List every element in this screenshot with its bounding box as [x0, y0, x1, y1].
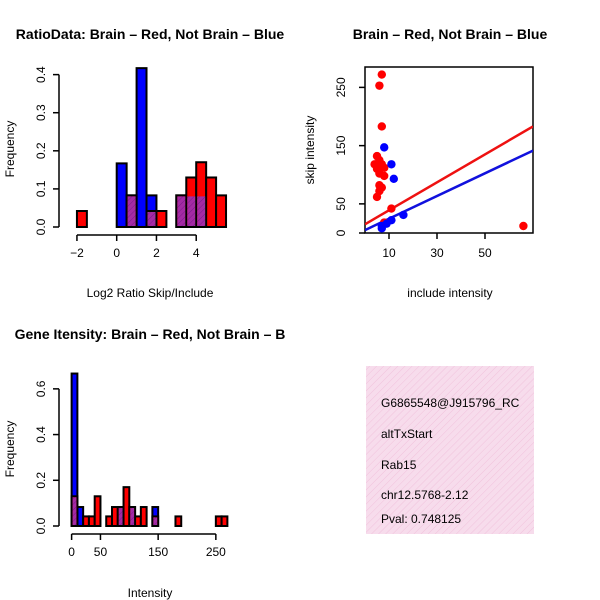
scatter-y-tick-label-0: 0	[334, 229, 348, 236]
scatter-y-tick-label-3: 250	[334, 77, 348, 97]
intensity-y-tick-label-0: 0.0	[34, 517, 48, 534]
scatter-x-tick-label-1: 30	[430, 246, 444, 260]
ratio-bar-overlap-5	[187, 196, 196, 226]
intensity-bar-brain-3	[93, 495, 102, 527]
ratio-x-tick-label-0: −2	[70, 246, 84, 260]
intensity-bar-overlap-0	[72, 497, 77, 525]
scatter-point-brain-2	[377, 122, 386, 131]
intensity-scatter-panel: Brain – Red, Not Brain – Blue 10 30 500501…	[303, 26, 547, 300]
intensity-histogram-ylabel: Frequency	[3, 421, 17, 478]
intensity-y-tick-label-1: 0.2	[34, 472, 48, 489]
ratio-x-tick-label-2: 2	[153, 246, 160, 260]
info-panel-background	[366, 366, 534, 534]
intensity-x-tick-label-1: 50	[94, 545, 108, 559]
ratio-bar-overlap-3	[147, 212, 156, 226]
scatter-xlabel: include intensity	[407, 286, 492, 300]
scatter-point-brain-8	[380, 163, 389, 172]
ratio-bar-notbrain-2	[135, 67, 148, 229]
ratio-histogram-ylabel: Frequency	[3, 121, 17, 178]
intensity-bar-brain-10	[139, 506, 148, 527]
scatter-point-notbrain-2	[389, 174, 398, 184]
ratio-bar-brain-7	[205, 176, 218, 229]
ratio-x-tick-label-3: 4	[193, 246, 200, 260]
intensity-histogram-title: Gene Itensity: Brain – Red, Not Brain – …	[15, 326, 286, 342]
event-id: G6865548@J915796_RC	[381, 396, 520, 410]
intensity-bar-brain-14	[220, 515, 229, 528]
ratio-y-tick-label-2: 0.2	[34, 142, 48, 159]
scatter-point-brain-15	[387, 204, 396, 213]
ratio-bar-notbrain-0	[115, 162, 128, 228]
intensity-x-tick-label-0: 0	[68, 545, 75, 559]
intensity-bar-overlap-3	[130, 508, 135, 525]
scatter-point-brain-17	[519, 221, 528, 231]
scatter-points	[370, 70, 528, 233]
ratio-histogram-panel: RatioData: Brain – Red, Not Brain – Blue…	[3, 26, 284, 300]
ratio-histogram-bars	[75, 67, 228, 229]
ratio-histogram-title: RatioData: Brain – Red, Not Brain – Blue	[16, 26, 285, 42]
genomic-location: chr12.5768-2.12	[381, 488, 469, 502]
intensity-x-tick-label-3: 250	[206, 545, 226, 559]
event-info-panel: G6865548@J915796_RC altTxStart Rab15 chr…	[366, 366, 534, 534]
ratio-y-tick-label-4: 0.4	[34, 66, 48, 83]
ratio-bar-overlap-6	[197, 196, 206, 226]
ratio-x-tick-label-1: 0	[113, 246, 120, 260]
intensity-bar-overlap-4	[153, 517, 158, 525]
scatter-y-tick-label-2: 150	[334, 135, 348, 155]
scatter-point-brain-10	[380, 171, 389, 181]
scatter-point-brain-1	[375, 81, 384, 90]
ratio-bar-overlap-1	[127, 196, 136, 226]
intensity-bar-brain-12	[174, 515, 183, 528]
scatter-axes: 10 30 50 0 50 150 250	[334, 77, 492, 260]
scatter-point-notbrain-0	[380, 143, 389, 152]
scatter-x-tick-label-2: 50	[478, 246, 492, 260]
intensity-x-tick-label-2: 150	[148, 545, 168, 559]
intensity-bar-overlap-2	[118, 508, 123, 525]
scatter-y-tick-label-1: 50	[334, 197, 348, 211]
ratio-y-tick-label-3: 0.3	[34, 104, 48, 121]
ratio-bar-overlap-4	[177, 196, 186, 226]
scatter-plot-frame	[364, 66, 534, 234]
ratio-y-tick-label-1: 0.1	[34, 180, 48, 197]
scatter-x-tick-label-0: 10	[382, 246, 396, 260]
ratio-bar-brain-3	[155, 210, 168, 228]
scatter-ylabel: skip intensity	[303, 116, 317, 185]
ratio-histogram-axes: −2 0 2 4 0.0 0.1 0.2 0.3 0.4	[34, 66, 200, 260]
intensity-histogram-panel: Gene Itensity: Brain – Red, Not Brain – …	[3, 326, 285, 600]
scatter-point-notbrain-3	[399, 210, 408, 220]
ratio-histogram-xlabel: Log2 Ratio Skip/Include	[87, 286, 214, 300]
scatter-title: Brain – Red, Not Brain – Blue	[353, 26, 548, 42]
intensity-histogram-bars	[70, 372, 229, 528]
info-panel-clip: G6865548@J915796_RC altTxStart Rab15 chr…	[381, 396, 520, 526]
event-type: altTxStart	[381, 427, 433, 441]
p-value: Pval: 0.748125	[381, 512, 461, 526]
ratio-y-tick-label-0: 0.0	[34, 218, 48, 235]
intensity-y-tick-label-3: 0.6	[34, 380, 48, 397]
ratio-bar-brain-0	[75, 210, 88, 228]
scatter-point-brain-0	[377, 70, 386, 79]
ratio-bar-brain-8	[215, 194, 228, 228]
scatter-point-notbrain-1	[387, 160, 396, 169]
intensity-y-tick-label-2: 0.4	[34, 426, 48, 443]
intensity-histogram-axes: 0 50 150 250 0.0 0.2 0.4 0.6	[34, 380, 226, 559]
intensity-histogram-xlabel: Intensity	[128, 586, 173, 600]
gene-name: Rab15	[381, 458, 417, 472]
scatter-point-brain-14	[372, 192, 382, 202]
scatter-point-notbrain-7	[377, 224, 386, 233]
